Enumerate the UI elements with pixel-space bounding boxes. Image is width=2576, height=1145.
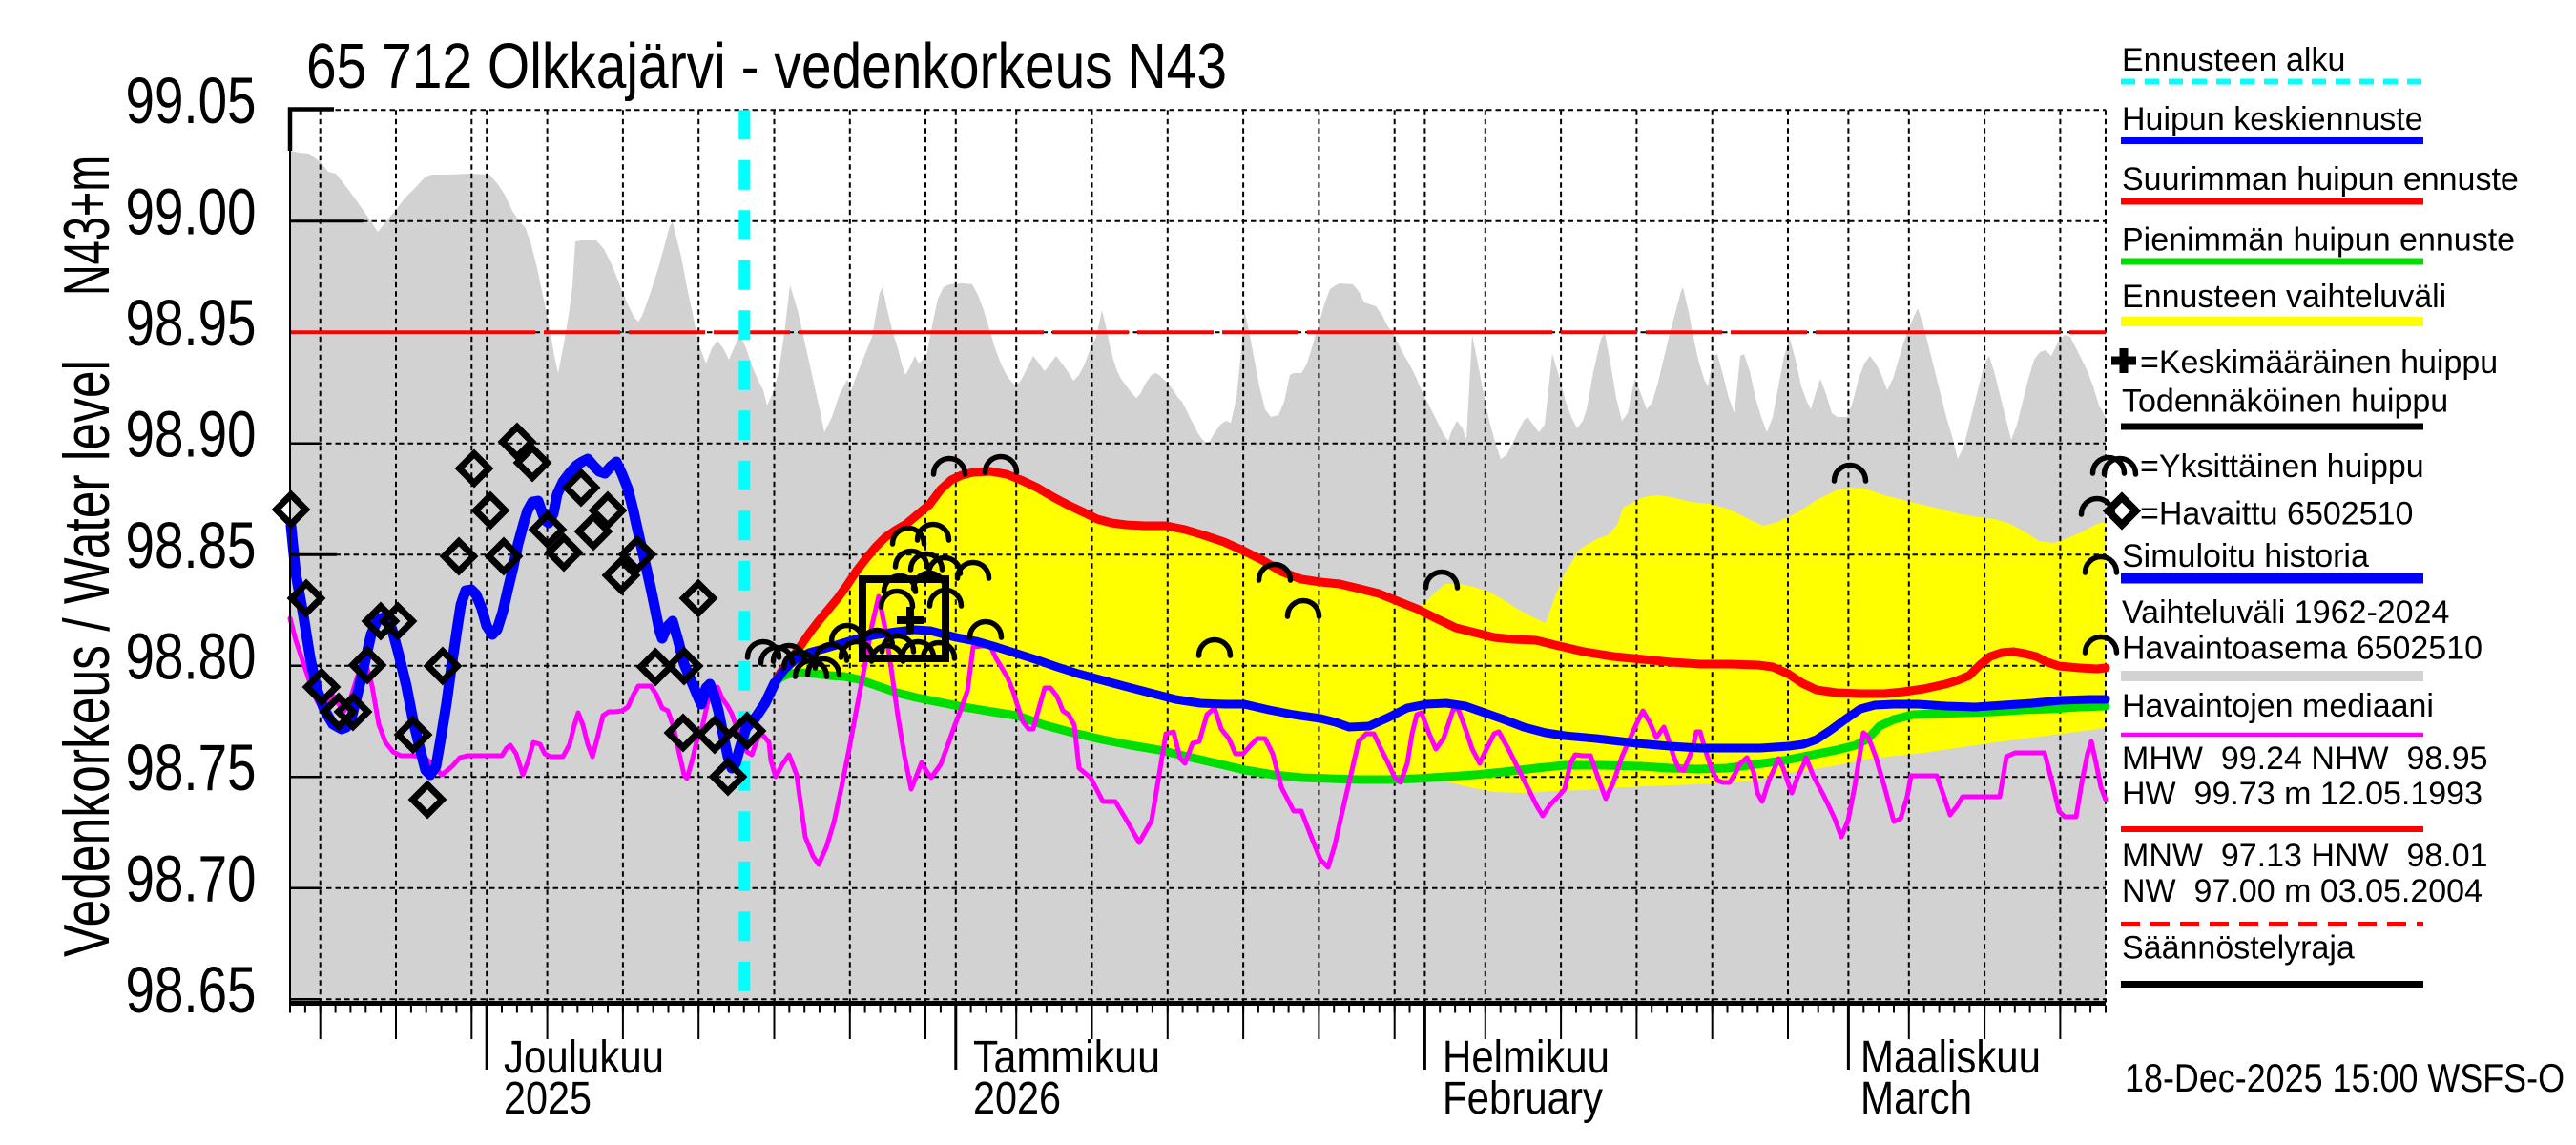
svg-text:=Keskimääräinen huippu: =Keskimääräinen huippu [2140, 344, 2498, 381]
svg-text:2026: 2026 [973, 1073, 1061, 1124]
svg-text:98.65: 98.65 [126, 953, 257, 1027]
svg-text:Vaihteluväli 1962-2024: Vaihteluväli 1962-2024 [2122, 594, 2449, 631]
svg-text:Säännöstelyraja: Säännöstelyraja [2122, 930, 2355, 967]
svg-text:Helmikuu: Helmikuu [1443, 1032, 1610, 1083]
svg-text:=Yksittäinen huippu: =Yksittäinen huippu [2140, 448, 2424, 485]
svg-text:98.95: 98.95 [126, 286, 257, 360]
svg-text:98.85: 98.85 [126, 509, 257, 582]
svg-text:Havaintojen mediaani: Havaintojen mediaani [2122, 688, 2434, 724]
svg-text:Ennusteen vaihteluväli: Ennusteen vaihteluväli [2122, 279, 2446, 315]
svg-text:98.70: 98.70 [126, 842, 257, 915]
svg-text:=Havaittu 6502510: =Havaittu 6502510 [2140, 496, 2413, 532]
svg-text:N43+m: N43+m [51, 156, 123, 296]
svg-text:98.80: 98.80 [126, 619, 257, 693]
svg-text:MHW 99.24 NHW 98.95: MHW 99.24 NHW 98.95 [2122, 740, 2488, 777]
svg-text:Tammikuu: Tammikuu [973, 1032, 1160, 1083]
svg-text:Vedenkorkeus / Water level: Vedenkorkeus / Water level [51, 360, 123, 957]
svg-text:HW 99.73 m 12.05.1993: HW 99.73 m 12.05.1993 [2122, 776, 2483, 812]
svg-text:Suurimman huipun ennuste: Suurimman huipun ennuste [2122, 161, 2519, 198]
svg-text:Simuloitu historia: Simuloitu historia [2122, 538, 2369, 574]
svg-text:99.05: 99.05 [126, 64, 257, 137]
svg-text:2025: 2025 [504, 1073, 592, 1124]
svg-text:98.75: 98.75 [126, 731, 257, 804]
svg-text:NW 97.00 m 03.05.2004: NW 97.00 m 03.05.2004 [2122, 873, 2483, 909]
svg-text:MNW 97.13 HNW 98.01: MNW 97.13 HNW 98.01 [2122, 838, 2488, 874]
svg-text:Joulukuu: Joulukuu [504, 1032, 664, 1083]
svg-text:65 712 Olkkajärvi - vedenkorke: 65 712 Olkkajärvi - vedenkorkeus N43 [306, 31, 1227, 102]
svg-text:99.00: 99.00 [126, 175, 257, 248]
svg-text:Havaintoasema 6502510: Havaintoasema 6502510 [2122, 631, 2483, 667]
svg-text:March: March [1860, 1073, 1972, 1124]
svg-text:Ennusteen alku: Ennusteen alku [2122, 42, 2345, 78]
svg-text:Maaliskuu: Maaliskuu [1860, 1032, 2041, 1083]
svg-text:Pienimmän huipun ennuste: Pienimmän huipun ennuste [2122, 222, 2515, 259]
svg-text:February: February [1443, 1073, 1603, 1124]
svg-text:Todennäköinen huippu: Todennäköinen huippu [2122, 384, 2448, 420]
svg-text:98.90: 98.90 [126, 397, 257, 470]
svg-text:Huipun keskiennuste: Huipun keskiennuste [2122, 101, 2423, 137]
svg-text:18-Dec-2025 15:00 WSFS-O: 18-Dec-2025 15:00 WSFS-O [2125, 1055, 2565, 1100]
